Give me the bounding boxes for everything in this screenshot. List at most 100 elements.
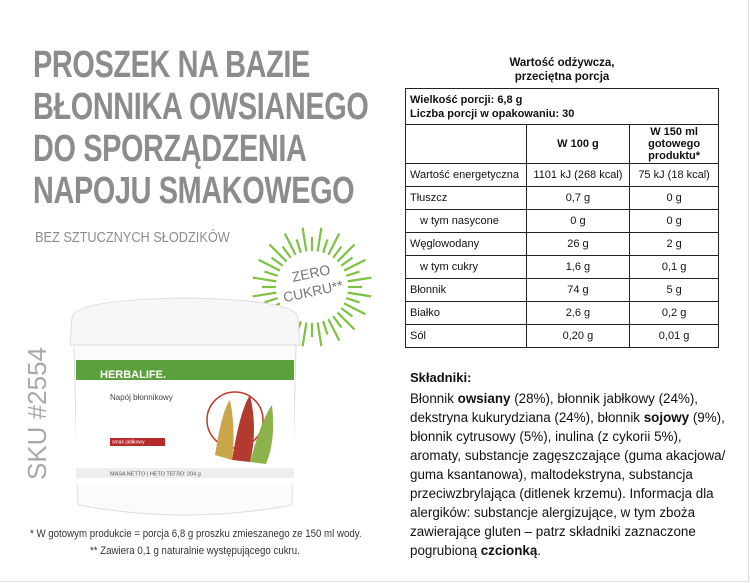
table-cell: 0 g — [525, 209, 631, 233]
header-cell: W 150 ml gotowego produktu* — [629, 124, 719, 164]
header-cell — [405, 124, 527, 164]
title-line: NAPOJU SMAKOWEGO — [33, 170, 355, 212]
ingredients-heading: Składniki: — [410, 370, 472, 385]
ray — [270, 256, 284, 267]
ray — [336, 311, 356, 331]
table-cell: 2,6 g — [525, 301, 631, 325]
product-jar — [69, 297, 301, 516]
subtitle: BEZ SZTUCZNYCH SŁODZIKÓW — [35, 229, 230, 246]
table-cell: 26 g — [525, 232, 631, 256]
table-cell: 75 kJ (18 kcal) — [629, 163, 719, 187]
sku: SKU #2554 — [22, 347, 52, 480]
serving-line: Liczba porcji w opakowaniu: 30 — [410, 107, 575, 120]
ray — [332, 315, 343, 329]
table-cell: Tłuszcz — [405, 186, 527, 210]
ray — [345, 270, 360, 277]
ingredient-segment: . — [537, 543, 542, 558]
ray — [343, 302, 366, 316]
table-cell: Błonnik — [405, 278, 527, 302]
table-row: Białko 2,6 g 0,2 g — [405, 301, 719, 325]
table-cell: 2 g — [629, 232, 719, 256]
title: PROSZEK NA BAZIE BŁONNIKA OWSIANEGO DO SPO… — [33, 44, 474, 212]
table-row: Sól 0,20 g 0,01 g — [405, 324, 719, 348]
ray — [347, 276, 372, 283]
ray — [316, 322, 323, 347]
product-net: MASA NETTO | НЕТО ТЕГЛО: 204 g — [110, 471, 201, 477]
table-cell: Węglowodany — [405, 232, 527, 256]
ray — [252, 291, 277, 298]
table-cell: 74 g — [525, 278, 631, 302]
ingredient-segment: owsiany — [457, 391, 511, 406]
table-cell: w tym cukry — [405, 255, 527, 279]
ingredient-segment: (9%), błonnik cytrusowy (5%), inulina (z… — [410, 410, 726, 558]
ray — [264, 270, 279, 277]
ray — [327, 233, 341, 256]
table-cell: 1,6 g — [525, 255, 631, 279]
caption-line: przeciętna porcja — [514, 71, 610, 83]
ray — [316, 227, 323, 252]
ray — [281, 245, 292, 259]
ray — [340, 307, 354, 318]
serving-row: Wielkość porcji: 6,8 g Liczba porcji w op… — [405, 88, 719, 125]
table-cell: w tym nasycone — [405, 209, 527, 233]
ray — [283, 233, 297, 256]
ray — [264, 297, 279, 304]
table-cell: 0,1 g — [629, 255, 719, 279]
serving-cell: Wielkość porcji: 6,8 g Liczba porcji w op… — [405, 88, 719, 125]
table-cell: 0,20 g — [525, 324, 631, 348]
table-cell: 0,2 g — [629, 301, 719, 325]
footnote: * W gotowym produkcie = porcja 6,8 g pro… — [30, 528, 362, 540]
table-cell: 1101 kJ (268 kcal) — [525, 163, 631, 187]
ray — [252, 276, 277, 283]
ray — [301, 227, 308, 252]
ray — [322, 239, 329, 254]
table-cell: Białko — [405, 301, 527, 325]
product-brand: HERBALIFE. — [100, 369, 166, 381]
footnote: ** Zawiera 0,1 g naturalnie występująceg… — [90, 545, 300, 557]
table-row: Wartość energetyczna 1101 kJ (268 kcal) 75… — [405, 163, 719, 187]
caption-line: Wartość odżywcza, — [509, 57, 615, 69]
ray — [343, 258, 366, 272]
table-cell: 5 g — [629, 278, 719, 302]
ingredient-segment: Błonnik — [410, 391, 458, 406]
ray — [336, 243, 356, 263]
ray — [345, 297, 360, 304]
table-caption: Wartość odżywcza, przeciętna porcja — [405, 56, 719, 84]
ray — [332, 245, 343, 259]
nutrition-table: Wielkość porcji: 6,8 g Liczba porcji w op… — [405, 88, 719, 348]
table-cell: Wartość energetyczna — [405, 163, 527, 187]
table-cell: Sól — [405, 324, 527, 348]
ray — [258, 258, 281, 272]
ray — [347, 291, 372, 298]
serving-line: Wielkość porcji: 6,8 g — [410, 93, 523, 106]
table-cell: 0,01 g — [629, 324, 719, 348]
table-cell: 0 g — [629, 186, 719, 210]
ingredient-segment: czcionką — [480, 543, 538, 558]
ray — [322, 320, 329, 335]
title-line: PROSZEK NA BAZIE — [33, 44, 310, 86]
badge-text: CUKRU** — [282, 277, 345, 305]
title-line: BŁONNIKA OWSIANEGO — [33, 86, 369, 128]
table-cell: 0,7 g — [525, 186, 631, 210]
ray — [327, 318, 341, 341]
ray — [268, 243, 288, 263]
title-line: DO SPORZĄDZENIA — [33, 128, 307, 170]
table-row: w tym cukry 1,6 g 0,1 g — [405, 255, 719, 279]
ray — [295, 239, 302, 254]
product-flavor: smak jabłkowy — [112, 439, 145, 445]
ingredients-text: Błonnik owsiany (28%), błonnik jabłkowy … — [410, 389, 728, 560]
product-name: Napój błonnikowy — [110, 393, 173, 402]
ray — [301, 322, 308, 347]
ray — [340, 256, 354, 267]
table-cell: 0 g — [629, 209, 719, 233]
ingredient-segment: sojowy — [643, 410, 690, 425]
header-cell: W 100 g — [525, 124, 631, 164]
